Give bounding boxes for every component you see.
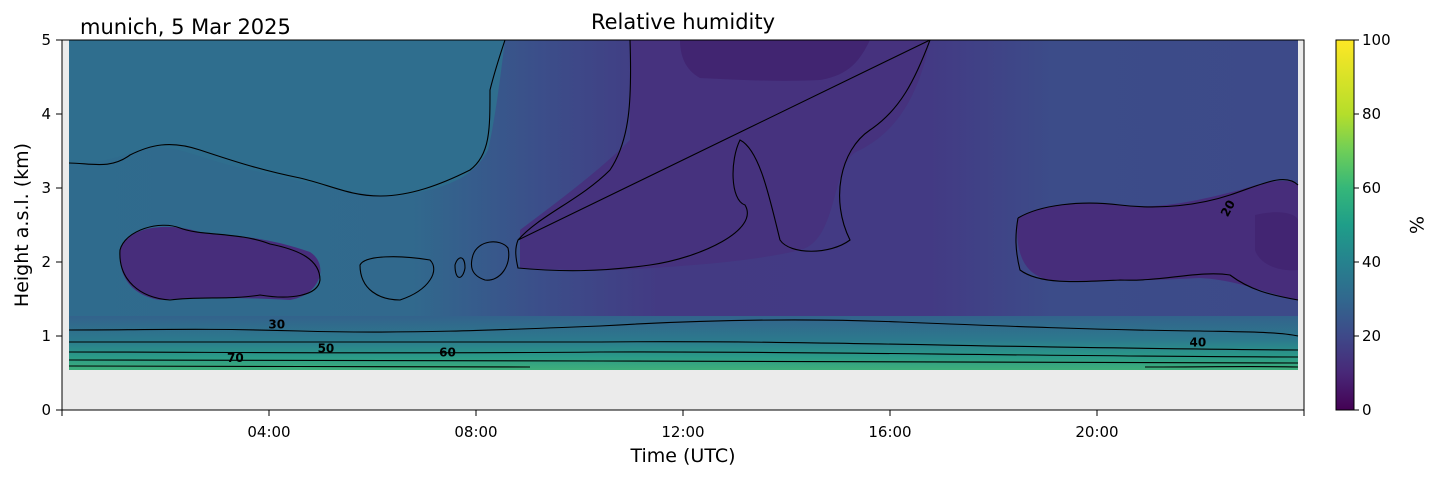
contour-20-morning <box>119 224 321 301</box>
contour-label: 60 <box>439 346 456 360</box>
plot-title: Relative humidity <box>591 10 775 34</box>
colorbar-ticks: 0 20 40 60 80 100 <box>1354 31 1391 419</box>
dry-band-morning <box>119 226 321 300</box>
colorbar-title: % <box>1405 216 1427 234</box>
colorbar-tick-label: 60 <box>1362 179 1381 197</box>
contour-30-low <box>68 319 1299 337</box>
contour-20-evening <box>1015 179 1299 301</box>
contour-20-midmorning <box>359 256 435 301</box>
very-dry-patch-right <box>1255 212 1298 271</box>
x-tick-label: 04:00 <box>247 423 290 441</box>
contour-labels: 30 50 70 60 40 20 <box>227 198 1238 365</box>
x-tick-label: 16:00 <box>868 423 911 441</box>
colorbar-tick-label: 20 <box>1362 327 1381 345</box>
humidity-field: 30 50 70 60 40 20 <box>62 40 1304 370</box>
colorbar-tick-label: 100 <box>1362 31 1391 49</box>
contour-70 <box>68 365 1299 368</box>
moist-region-upper-left <box>69 40 505 196</box>
dry-band-evening <box>1017 180 1298 300</box>
y-axis-ticks: 0 1 2 3 4 5 <box>41 31 62 419</box>
contour-20-small-a <box>470 241 510 281</box>
colorbar-tick-label: 80 <box>1362 105 1381 123</box>
x-tick-label: 08:00 <box>454 423 497 441</box>
contour-50 <box>68 351 1299 358</box>
y-tick-label: 0 <box>41 401 51 419</box>
y-tick-label: 3 <box>41 179 51 197</box>
colorbar-tick-label: 0 <box>1362 401 1372 419</box>
contour-label: 50 <box>318 341 335 355</box>
contour-label: 20 <box>1218 198 1238 219</box>
contour-lines <box>68 40 1299 368</box>
x-axis-title: Time (UTC) <box>629 445 735 467</box>
y-tick-label: 1 <box>41 327 51 345</box>
colorbar-tick-label: 40 <box>1362 253 1381 271</box>
contour-20-small-b <box>454 257 466 278</box>
data-gap <box>62 40 69 370</box>
boundary-layer <box>69 316 1298 370</box>
contour-label: 70 <box>227 351 244 365</box>
contour-label: 40 <box>1190 335 1207 349</box>
contour-60 <box>68 359 1299 364</box>
data-gap-right <box>1298 40 1304 370</box>
very-dry-patch <box>680 40 870 81</box>
colorbar <box>1335 39 1355 411</box>
y-tick-label: 5 <box>41 31 51 49</box>
x-tick-label: 12:00 <box>661 423 704 441</box>
y-tick-label: 4 <box>41 105 51 123</box>
contour-label: 30 <box>268 318 285 332</box>
contour-30-upper <box>68 40 506 197</box>
x-tick-label: 20:00 <box>1075 423 1118 441</box>
y-tick-label: 2 <box>41 253 51 271</box>
x-axis-ticks: 04:00 08:00 12:00 16:00 20:00 <box>61 410 1305 441</box>
location-date-label: munich, 5 Mar 2025 <box>80 15 291 39</box>
contour-20-midday <box>515 40 931 272</box>
dry-column-midday <box>520 40 930 271</box>
contour-40 <box>68 341 1299 351</box>
y-axis-title: Height a.s.l. (km) <box>11 143 33 307</box>
